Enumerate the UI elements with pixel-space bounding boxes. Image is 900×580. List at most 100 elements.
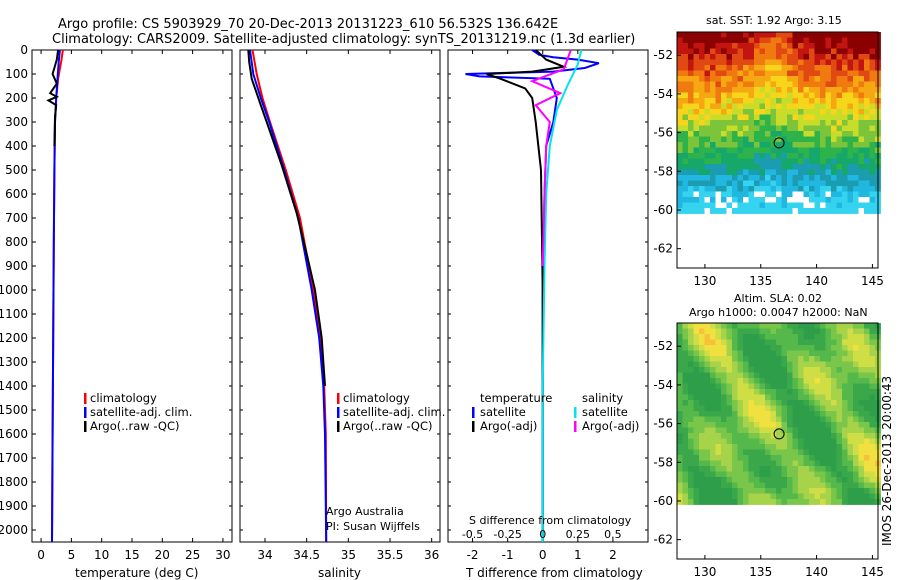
heatmap-cell (836, 48, 843, 55)
heatmap-cell (759, 339, 766, 346)
heatmap-cell (682, 197, 689, 203)
heatmap-cell (836, 54, 843, 60)
heatmap-cell (765, 142, 771, 148)
heatmap-cell (820, 405, 826, 412)
heatmap-cell (688, 153, 694, 159)
heatmap-cell (754, 345, 760, 351)
heatmap-cell (726, 98, 733, 104)
heatmap-cell (864, 32, 870, 38)
heatmap-cell (693, 87, 700, 93)
heatmap-cell (825, 416, 832, 423)
heatmap-cell (858, 76, 865, 82)
heatmap-cell (759, 482, 766, 489)
heatmap-cell (820, 169, 826, 176)
heatmap-cell (842, 186, 848, 192)
heatmap-cell (831, 416, 837, 423)
heatmap-cell (743, 372, 749, 379)
heatmap-cell (792, 125, 799, 132)
heatmap-cell (847, 334, 854, 340)
heatmap-cell (858, 356, 865, 362)
heatmap-cell (820, 350, 826, 357)
heatmap-cell (853, 438, 859, 445)
heatmap-cell (721, 142, 727, 148)
heatmap-cell (704, 87, 711, 93)
heatmap-cell (759, 70, 766, 77)
heatmap-cell (682, 142, 689, 148)
heatmap-cell (792, 471, 799, 478)
heatmap-cell (781, 87, 788, 93)
heatmap-cell (759, 32, 766, 38)
heatmap-cell (798, 438, 804, 445)
heatmap-cell (765, 164, 771, 170)
heatmap-cell (803, 323, 810, 329)
heatmap-cell (737, 175, 744, 181)
heatmap-cell (798, 164, 804, 170)
heatmap-cell (737, 499, 744, 505)
heatmap-cell (677, 32, 683, 38)
heatmap-cell (792, 81, 799, 88)
heatmap-cell (836, 92, 843, 99)
heatmap-cell (781, 323, 788, 329)
heatmap-cell (803, 361, 810, 368)
heatmap-cell (765, 405, 771, 412)
heatmap-cell (704, 180, 711, 187)
heatmap-cell (726, 488, 733, 494)
heatmap-cell (715, 444, 722, 450)
heatmap-cell (682, 120, 689, 126)
heatmap-cell (776, 499, 782, 505)
heatmap-cell (853, 87, 859, 93)
heatmap-cell (743, 54, 749, 60)
heatmap-cell (699, 131, 705, 137)
heatmap-cell (765, 444, 771, 450)
heatmap-cell (743, 158, 749, 165)
heatmap-cell (770, 361, 777, 368)
heatmap-cell (787, 191, 793, 198)
heatmap-cell (715, 477, 722, 483)
heatmap-cell (825, 400, 832, 406)
heatmap-cell (748, 142, 755, 148)
heatmap-cell (699, 378, 705, 384)
heatmap-cell (825, 169, 832, 176)
heatmap-cell (770, 444, 777, 450)
heatmap-cell (737, 488, 744, 494)
heatmap-cell (858, 202, 865, 209)
heatmap-cell (847, 433, 854, 439)
heatmap-cell (743, 48, 749, 55)
heatmap-cell (836, 136, 843, 143)
heatmap-cell (726, 455, 733, 461)
heatmap-cell (721, 383, 727, 390)
heatmap-cell (864, 59, 870, 66)
heatmap-cell (693, 361, 700, 368)
heatmap-cell (869, 32, 876, 38)
heatmap-cell (726, 54, 733, 60)
heatmap-cell (847, 356, 854, 362)
heatmap-cell (721, 76, 727, 82)
heatmap-cell (847, 103, 854, 110)
heatmap-cell (781, 422, 788, 428)
heatmap-cell (721, 455, 727, 461)
heatmap-cell (776, 334, 782, 340)
heatmap-cell (787, 136, 793, 143)
heatmap-cell (853, 147, 859, 154)
heatmap-cell (743, 416, 749, 423)
heatmap-cell (858, 87, 865, 93)
heatmap-cell (759, 405, 766, 412)
heatmap-cell (864, 197, 870, 203)
heatmap-cell (715, 416, 722, 423)
heatmap-cell (798, 43, 804, 49)
heatmap-cell (770, 164, 777, 170)
heatmap-cell (776, 208, 782, 214)
heatmap-cell (688, 81, 694, 88)
heatmap-cell (847, 427, 854, 434)
heatmap-cell (732, 76, 738, 82)
heatmap-cell (798, 70, 804, 77)
heatmap-cell (737, 460, 744, 467)
heatmap-cell (831, 48, 837, 55)
heatmap-cell (765, 136, 771, 143)
heatmap-cell (677, 350, 683, 357)
legend-label-climatology: climatology (90, 391, 157, 405)
heatmap-cell (682, 153, 689, 159)
heatmap-cell (737, 383, 744, 390)
heatmap-cell (803, 120, 810, 126)
heatmap-cell (743, 76, 749, 82)
